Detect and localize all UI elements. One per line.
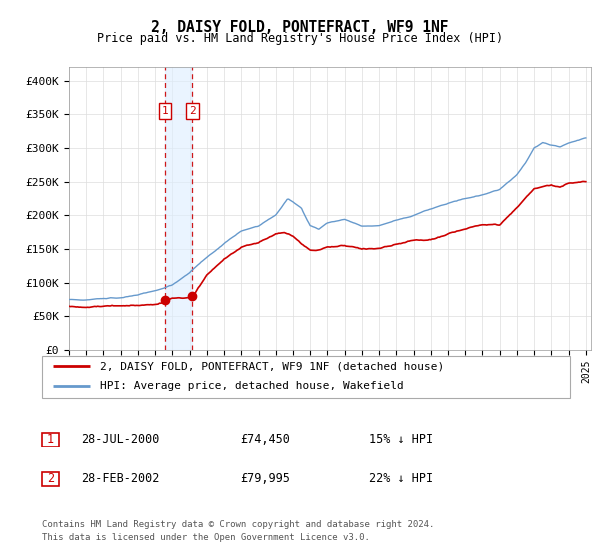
Text: 28-JUL-2000: 28-JUL-2000: [81, 433, 160, 446]
Text: 2, DAISY FOLD, PONTEFRACT, WF9 1NF (detached house): 2, DAISY FOLD, PONTEFRACT, WF9 1NF (deta…: [100, 361, 445, 371]
Text: Price paid vs. HM Land Registry's House Price Index (HPI): Price paid vs. HM Land Registry's House …: [97, 32, 503, 45]
Text: £79,995: £79,995: [240, 472, 290, 486]
Text: 1: 1: [47, 433, 54, 446]
Text: 22% ↓ HPI: 22% ↓ HPI: [369, 472, 433, 486]
Bar: [165, 67, 193, 350]
Text: Contains HM Land Registry data © Crown copyright and database right 2024.: Contains HM Land Registry data © Crown c…: [42, 520, 434, 529]
Text: 2: 2: [189, 106, 196, 116]
Text: 15% ↓ HPI: 15% ↓ HPI: [369, 433, 433, 446]
Text: HPI: Average price, detached house, Wakefield: HPI: Average price, detached house, Wake…: [100, 381, 404, 391]
Text: 2, DAISY FOLD, PONTEFRACT, WF9 1NF: 2, DAISY FOLD, PONTEFRACT, WF9 1NF: [151, 20, 449, 35]
Text: 1: 1: [162, 106, 169, 116]
Text: This data is licensed under the Open Government Licence v3.0.: This data is licensed under the Open Gov…: [42, 533, 370, 542]
Text: £74,450: £74,450: [240, 433, 290, 446]
Text: 28-FEB-2002: 28-FEB-2002: [81, 472, 160, 486]
Text: 2: 2: [47, 472, 54, 486]
